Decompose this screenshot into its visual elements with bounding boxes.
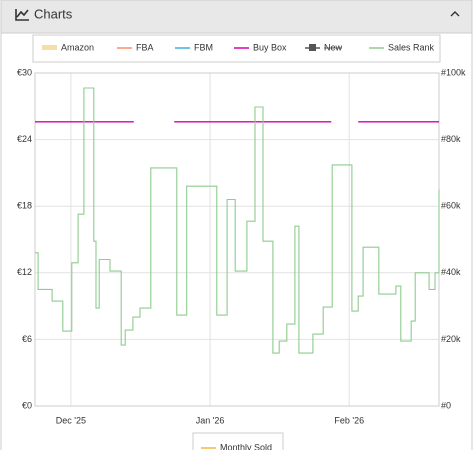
y2-tick-label: #80k: [441, 134, 461, 144]
y-tick-label: €18: [17, 201, 32, 211]
x-tick-label: Feb '26: [334, 415, 364, 425]
panel-header[interactable]: [0, 0, 473, 34]
y-tick-label: €24: [17, 134, 32, 144]
legend-label[interactable]: New: [324, 42, 343, 52]
legend-swatch[interactable]: [42, 45, 57, 50]
lower-legend-label[interactable]: Monthly Sold: [220, 442, 272, 450]
legend-label[interactable]: FBM: [194, 42, 213, 52]
y2-tick-label: #40k: [441, 267, 461, 277]
y2-tick-label: #20k: [441, 334, 461, 344]
lower-legend-box: [192, 432, 284, 450]
y-tick-label: €12: [17, 267, 32, 277]
legend-marker[interactable]: [309, 44, 316, 51]
chart-icon: [15, 9, 29, 21]
x-tick-label: Dec '25: [56, 415, 86, 425]
series-line: [35, 87, 440, 354]
y-tick-label: €0: [22, 400, 32, 410]
y-tick-label: €30: [17, 67, 32, 77]
y2-tick-label: #0: [441, 400, 451, 410]
legend-label[interactable]: Sales Rank: [388, 42, 435, 52]
y2-tick-label: #60k: [441, 201, 461, 211]
y2-tick-label: #100k: [441, 67, 466, 77]
y-tick-label: €6: [22, 334, 32, 344]
collapse-caret[interactable]: [450, 11, 460, 17]
panel-title: Charts: [34, 6, 73, 21]
legend-label[interactable]: Buy Box: [253, 42, 287, 52]
legend-label[interactable]: Amazon: [61, 42, 94, 52]
legend-label[interactable]: FBA: [136, 42, 154, 52]
x-tick-label: Jan '26: [196, 415, 225, 425]
